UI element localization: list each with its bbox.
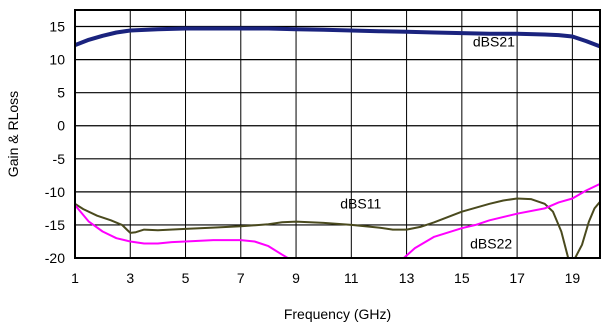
y-tick-label: 0 — [57, 118, 65, 134]
x-tick-label: 17 — [509, 270, 525, 286]
series-label-dBS21: dBS21 — [473, 33, 515, 49]
y-tick-label: -5 — [53, 151, 66, 167]
y-tick-label: -10 — [45, 184, 65, 200]
plot-frame — [74, 9, 601, 259]
x-axis-label: Frequency (GHz) — [284, 306, 391, 322]
x-tick-label: 1 — [71, 270, 79, 286]
series-lines — [75, 26, 600, 258]
series-line-dBS22 — [403, 182, 600, 258]
x-tick-label: 15 — [454, 270, 470, 286]
y-tick-label: -20 — [45, 250, 65, 266]
x-tick-label: 11 — [344, 270, 359, 286]
x-tick-label: 7 — [237, 270, 245, 286]
series-label-dBS22: dBS22 — [470, 236, 512, 252]
y-tick-label: 5 — [57, 85, 65, 101]
series-label-dBS11: dBS11 — [340, 195, 381, 211]
grid-lines — [74, 10, 600, 259]
y-tick-label: -15 — [45, 217, 65, 233]
y-tick-label: 10 — [49, 52, 65, 68]
y-tick-labels: 15 10 5 0 -5 -10 -15 -20 — [45, 19, 65, 266]
x-tick-label: 19 — [565, 270, 581, 286]
y-tick-label: 15 — [49, 19, 65, 35]
series-line-dBS11 — [75, 197, 600, 258]
series-labels: dBS21 dBS11 dBS22 — [340, 33, 515, 251]
x-tick-label: 13 — [399, 270, 415, 286]
x-tick-labels: 1 3 5 7 9 11 13 15 17 19 — [71, 270, 580, 286]
series-line-dBS21 — [75, 26, 600, 49]
y-axis-label: Gain & RLoss — [5, 91, 21, 177]
x-tick-label: 9 — [292, 270, 300, 286]
x-tick-label: 3 — [126, 270, 134, 286]
series-line-dBS22 — [75, 204, 289, 258]
x-tick-label: 5 — [182, 270, 190, 286]
